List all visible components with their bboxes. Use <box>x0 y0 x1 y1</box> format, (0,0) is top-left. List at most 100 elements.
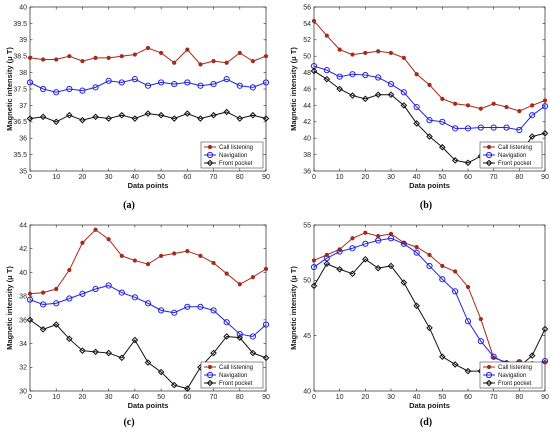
legend-entry: Front pocket <box>219 161 253 167</box>
data-point <box>440 96 445 101</box>
data-point <box>465 284 471 290</box>
x-tick-label: 70 <box>490 394 498 401</box>
data-point <box>144 300 152 307</box>
x-tick-label: 60 <box>183 394 191 401</box>
data-point <box>528 352 536 359</box>
y-tick-label: 39 <box>19 37 27 44</box>
data-point <box>362 71 369 79</box>
data-point <box>400 89 407 96</box>
data-point <box>26 316 34 324</box>
data-point <box>517 109 522 114</box>
x-tick-label: 80 <box>515 394 523 401</box>
x-tick-label: 0 <box>312 174 316 181</box>
data-point <box>529 112 536 119</box>
series-line <box>313 65 546 131</box>
data-point <box>311 258 317 263</box>
x-tick-label: 60 <box>183 174 191 181</box>
data-point <box>211 260 216 266</box>
data-point <box>478 106 483 111</box>
data-point <box>67 54 72 59</box>
data-point <box>211 59 216 64</box>
data-point <box>440 263 445 269</box>
x-tick-label: 30 <box>387 394 395 401</box>
data-point <box>400 279 408 286</box>
data-point <box>452 125 459 132</box>
data-point <box>53 300 60 307</box>
data-point <box>530 103 535 108</box>
series-front <box>26 316 270 392</box>
data-point <box>236 330 243 338</box>
y-tick-label: 38 <box>19 294 27 301</box>
data-point <box>439 118 446 125</box>
data-point <box>350 236 355 241</box>
x-tick-label: 30 <box>387 174 395 181</box>
data-point <box>158 307 165 314</box>
data-point <box>310 263 318 271</box>
chart-panel-a: 0 10 20 30 40 50 60 70 80 90 35 35.5 36 36.5 37 37.5 38 3… <box>5 4 270 211</box>
y-tick-label: 36 <box>303 168 311 175</box>
y-tick-label: 42 <box>303 119 311 126</box>
data-point <box>465 103 471 108</box>
y-tick-label: 40 <box>303 388 311 395</box>
data-point <box>52 321 60 328</box>
data-point <box>26 296 34 303</box>
data-point <box>387 80 395 88</box>
legend-swatch-marker <box>207 364 213 370</box>
data-point <box>541 358 549 365</box>
data-point <box>427 252 432 257</box>
data-point <box>197 303 204 310</box>
x-tick-label: 80 <box>515 174 523 181</box>
x-tick-label: 90 <box>541 394 549 401</box>
data-point <box>159 253 164 258</box>
data-point <box>451 157 459 164</box>
data-point <box>413 120 420 127</box>
x-tick-label: 70 <box>210 174 218 181</box>
data-point <box>452 288 459 295</box>
data-point <box>236 115 244 122</box>
data-point <box>263 266 269 271</box>
legend-entry: Call listening <box>219 145 253 151</box>
y-axis-label: Magnetic intensity (μ T) <box>5 266 14 350</box>
legend-swatch-marker <box>486 364 492 370</box>
data-point <box>184 110 191 117</box>
series-line <box>29 284 267 337</box>
legend-swatch-marker <box>485 151 493 159</box>
data-point <box>237 282 242 287</box>
data-point <box>477 124 484 131</box>
data-point <box>223 76 230 83</box>
series-line <box>29 111 267 123</box>
data-point <box>262 79 270 86</box>
data-point <box>262 115 270 122</box>
x-tick-label: 0 <box>28 174 32 181</box>
data-point <box>464 125 472 132</box>
data-point <box>26 115 34 122</box>
legend-entry: Call listening <box>498 145 532 151</box>
data-point <box>426 262 433 270</box>
data-point <box>336 265 343 273</box>
data-point <box>131 76 138 83</box>
legend-swatch-marker <box>486 144 492 150</box>
data-point <box>131 294 138 301</box>
data-point <box>337 47 342 52</box>
data-point <box>131 115 139 122</box>
data-point <box>426 324 433 332</box>
data-point <box>223 108 230 116</box>
data-point <box>79 116 86 124</box>
y-tick-label: 45 <box>303 333 311 340</box>
data-point <box>401 55 406 60</box>
data-point <box>170 115 178 122</box>
legend-swatch-marker <box>485 379 493 387</box>
data-point <box>197 82 204 89</box>
data-point <box>453 101 458 106</box>
data-point <box>477 338 484 345</box>
data-point <box>171 309 178 316</box>
y-tick-label: 38 <box>303 152 311 159</box>
data-point <box>426 117 433 124</box>
data-point <box>236 82 243 89</box>
data-point <box>541 103 549 110</box>
data-point <box>263 54 269 59</box>
data-point <box>323 75 331 83</box>
data-point <box>157 368 165 376</box>
data-point <box>144 110 152 117</box>
data-point <box>413 103 420 111</box>
